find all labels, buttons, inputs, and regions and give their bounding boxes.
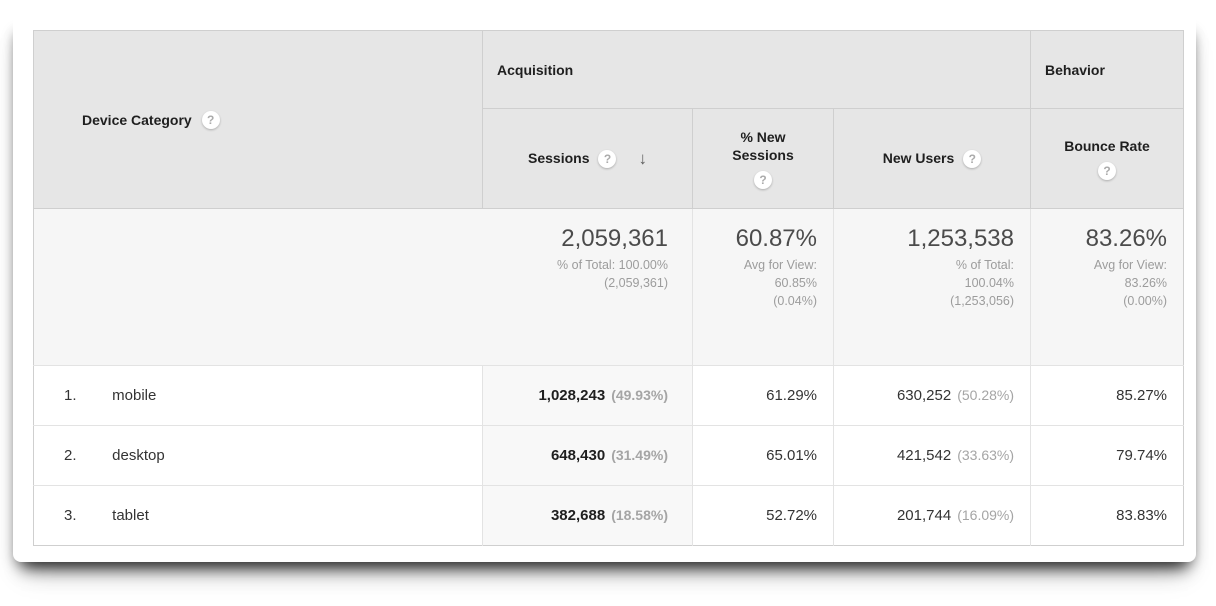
- new-users-cell: 201,744 (16.09%): [832, 485, 1031, 546]
- new-users-share: (33.63%): [957, 447, 1015, 463]
- sessions-label: Sessions: [528, 150, 590, 167]
- row-dimension-cell: 1. mobile: [33, 365, 483, 426]
- new-users-value: 630,252: [896, 387, 952, 404]
- help-icon[interactable]: ?: [201, 110, 220, 129]
- summary-new-sessions-note: Avg for View: 60.85% (0.04%): [743, 257, 817, 308]
- summary-new-users-note: % of Total: 100.04% (1,253,056): [950, 257, 1015, 308]
- table-row: 1. mobile 1,028,243 (49.93%) 61.29% 630,2…: [33, 365, 1184, 426]
- report-card: Device Category ? Acquisition Behavior S…: [13, 14, 1196, 562]
- summary-sessions-value: 2,059,361: [561, 225, 668, 252]
- new-sessions-value: 65.01%: [766, 447, 817, 464]
- device-category-label: Device Category: [82, 111, 192, 128]
- acquisition-label: Acquisition: [497, 61, 574, 78]
- summary-bounce-rate-cell: 83.26% Avg for View: 83.26% (0.00%): [1030, 208, 1184, 366]
- bounce-rate-cell: 85.27%: [1030, 365, 1184, 426]
- new-users-value: 421,542: [896, 447, 952, 464]
- bounce-rate-label: Bounce Rate: [1064, 137, 1150, 154]
- sort-descending-icon[interactable]: ↓: [638, 149, 647, 168]
- group-header-acquisition: Acquisition: [481, 30, 1032, 109]
- summary-new-sessions-value: 60.87%: [735, 225, 817, 252]
- sessions-cell: 382,688 (18.58%): [482, 485, 693, 546]
- summary-new-users-cell: 1,253,538 % of Total: 100.04% (1,253,056…: [832, 208, 1031, 366]
- column-header-new-users[interactable]: New Users ?: [832, 108, 1032, 209]
- column-header-sessions[interactable]: Sessions ? ↓: [482, 108, 693, 209]
- row-index: 1.: [64, 387, 77, 404]
- summary-dimension-cell: [33, 208, 483, 366]
- help-icon[interactable]: ?: [598, 149, 617, 168]
- new-users-share: (16.09%): [957, 507, 1015, 523]
- new-users-label: New Users: [882, 150, 955, 167]
- bounce-rate-value: 85.27%: [1116, 387, 1168, 404]
- new-users-cell: 421,542 (33.63%): [832, 425, 1031, 486]
- row-label[interactable]: tablet: [112, 507, 149, 524]
- metric-header-row: Sessions ? ↓ % New Sessions ? New Users …: [34, 108, 1185, 209]
- new-sessions-label: % New Sessions: [732, 128, 794, 163]
- sessions-share: (49.93%): [611, 387, 668, 403]
- summary-sessions-cell: 2,059,361 % of Total: 100.00% (2,059,361…: [482, 208, 693, 366]
- summary-new-users-value: 1,253,538: [907, 225, 1015, 252]
- sessions-value: 382,688: [550, 507, 606, 524]
- help-icon[interactable]: ?: [754, 171, 772, 190]
- table-row: 3. tablet 382,688 (18.58%) 52.72% 201,744…: [33, 485, 1184, 546]
- summary-row: 2,059,361 % of Total: 100.00% (2,059,361…: [33, 208, 1184, 366]
- new-sessions-cell: 52.72%: [692, 485, 834, 546]
- new-users-cell: 630,252 (50.28%): [832, 365, 1031, 426]
- group-header-row: Device Category ? Acquisition Behavior: [33, 30, 1185, 209]
- sessions-share: (18.58%): [611, 507, 668, 523]
- summary-sessions-note: % of Total: 100.00% (2,059,361): [557, 257, 668, 290]
- summary-bounce-rate-note: Avg for View: 83.26% (0.00%): [1093, 257, 1168, 308]
- column-header-new-sessions[interactable]: % New Sessions ?: [692, 108, 834, 209]
- new-sessions-cell: 61.29%: [692, 365, 834, 426]
- row-index: 3.: [64, 507, 77, 524]
- new-sessions-value: 61.29%: [766, 387, 817, 404]
- sessions-value: 1,028,243: [538, 387, 606, 404]
- summary-new-sessions-cell: 60.87% Avg for View: 60.85% (0.04%): [692, 208, 834, 366]
- new-sessions-value: 52.72%: [766, 507, 817, 524]
- row-dimension-cell: 2. desktop: [33, 425, 483, 486]
- sessions-value: 648,430: [550, 447, 606, 464]
- device-category-table: Device Category ? Acquisition Behavior S…: [33, 30, 1185, 546]
- new-sessions-cell: 65.01%: [692, 425, 834, 486]
- help-icon[interactable]: ?: [1098, 162, 1117, 181]
- behavior-label: Behavior: [1045, 61, 1105, 78]
- column-header-bounce-rate[interactable]: Bounce Rate ?: [1030, 108, 1185, 209]
- new-users-value: 201,744: [896, 507, 952, 524]
- row-label[interactable]: mobile: [112, 387, 157, 404]
- row-label[interactable]: desktop: [112, 447, 165, 464]
- bounce-rate-value: 83.83%: [1116, 507, 1168, 524]
- column-header-device-category[interactable]: Device Category ?: [33, 30, 483, 209]
- group-header-behavior: Behavior: [1030, 30, 1185, 109]
- bounce-rate-value: 79.74%: [1116, 447, 1168, 464]
- sessions-cell: 1,028,243 (49.93%): [482, 365, 693, 426]
- bounce-rate-cell: 83.83%: [1030, 485, 1184, 546]
- summary-bounce-rate-value: 83.26%: [1085, 225, 1168, 252]
- help-icon[interactable]: ?: [963, 149, 982, 168]
- row-index: 2.: [64, 447, 77, 464]
- sessions-cell: 648,430 (31.49%): [482, 425, 693, 486]
- table-row: 2. desktop 648,430 (31.49%) 65.01% 421,54…: [33, 425, 1184, 486]
- new-users-share: (50.28%): [957, 387, 1015, 403]
- row-dimension-cell: 3. tablet: [33, 485, 483, 546]
- bounce-rate-cell: 79.74%: [1030, 425, 1184, 486]
- sessions-share: (31.49%): [611, 447, 668, 463]
